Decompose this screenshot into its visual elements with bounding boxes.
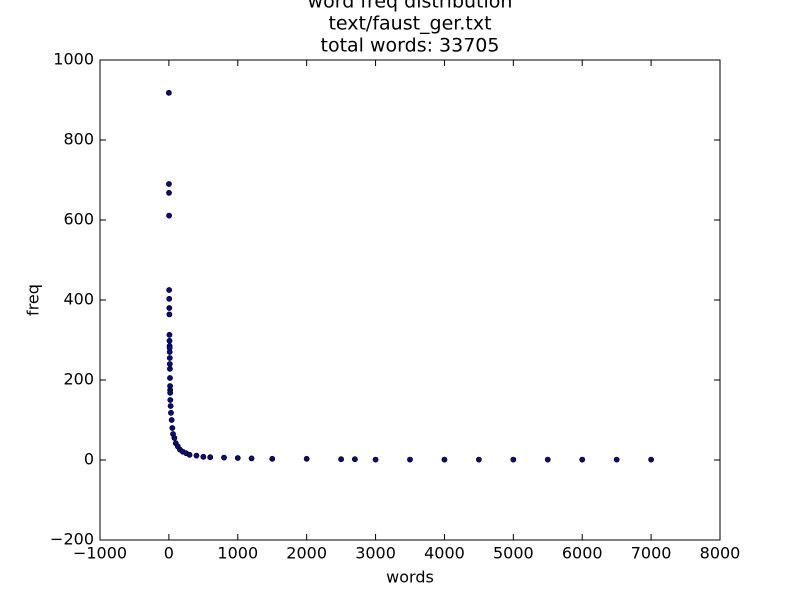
x-tick-label: −1000: [73, 544, 127, 563]
point: [171, 435, 178, 441]
point: [613, 456, 620, 463]
point: [207, 454, 214, 461]
x-tick-label: 8000: [700, 544, 741, 563]
point: [234, 455, 241, 461]
point: [169, 425, 176, 431]
x-axis-label: words: [386, 568, 434, 587]
point: [303, 455, 310, 462]
point: [648, 456, 655, 463]
x-tick-label: 2000: [286, 544, 327, 563]
x-tick-label: 6000: [562, 544, 603, 563]
point: [338, 456, 345, 463]
point: [372, 456, 379, 463]
x-tick-label: 4000: [424, 544, 465, 563]
y-tick-label: 1000: [53, 50, 94, 69]
point: [269, 455, 276, 462]
x-tick-label: 5000: [493, 544, 534, 563]
chart-title: word freq distribution: [308, 0, 513, 13]
y-axis-label: freq: [24, 284, 43, 316]
point: [166, 189, 172, 196]
chart-title: total words: 33705: [321, 35, 500, 57]
y-tick-label: 600: [63, 210, 94, 229]
point: [166, 305, 173, 311]
plot-frame: [99, 59, 721, 541]
point: [166, 361, 173, 367]
point: [167, 365, 173, 372]
y-tick-label: 200: [63, 370, 94, 389]
point: [166, 212, 172, 219]
point: [579, 456, 586, 463]
point: [167, 397, 174, 403]
point: [167, 375, 173, 381]
point: [168, 409, 174, 416]
y-tick-label: 400: [63, 290, 94, 309]
points: [165, 89, 655, 463]
ticks: −1000 0 1000 2000 3000 4000 5000 6000 7000 8000−2…: [50, 50, 740, 563]
point: [167, 403, 174, 409]
point: [351, 456, 358, 463]
title-group: word freq distributiontext/faust_ger.txt…: [308, 0, 513, 57]
y-tick-label: −200: [50, 530, 94, 549]
y-tick-label: 0: [84, 450, 94, 469]
point: [168, 417, 175, 423]
point: [166, 287, 173, 293]
y-tick-label: 800: [63, 130, 94, 149]
chart-title: text/faust_ger.txt: [328, 13, 491, 35]
x-tick-label: 3000: [355, 544, 396, 563]
point: [510, 456, 517, 463]
point: [166, 181, 172, 187]
point: [193, 452, 200, 459]
point: [221, 454, 227, 461]
x-tick-label: 1000: [217, 544, 258, 563]
point: [166, 337, 173, 344]
point: [248, 455, 255, 462]
point: [186, 451, 193, 458]
point: [544, 456, 551, 463]
x-tick-label: 7000: [631, 544, 672, 563]
point: [475, 456, 482, 463]
point: [165, 89, 172, 96]
point: [166, 311, 173, 318]
point: [166, 349, 173, 355]
point: [441, 456, 448, 463]
point: [200, 453, 207, 460]
point: [407, 456, 413, 463]
x-tick-label: 0: [164, 544, 174, 563]
point: [166, 331, 173, 338]
point: [167, 389, 174, 396]
point: [166, 295, 173, 302]
point: [166, 355, 173, 361]
